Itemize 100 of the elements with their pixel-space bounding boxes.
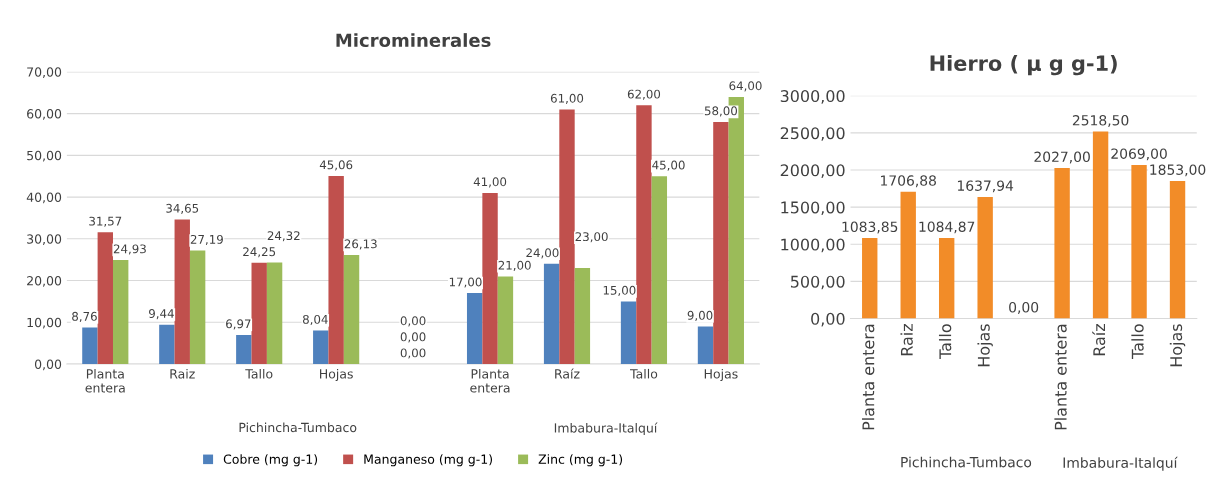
data-label: 23,00 [575,232,608,243]
legend-label: Zinc (mg g-1) [538,454,623,467]
text: Imbabura-Italquí [1063,456,1178,471]
data-label: 64,00 [729,81,762,92]
bar [313,330,329,365]
data-label: 24,93 [113,244,146,255]
text: Pichincha-Tumbaco [901,456,1032,468]
bar [636,105,652,365]
x-tick-label: Raiz [170,368,195,379]
data-label: 31,57 [89,216,122,227]
chart-title: Hierro ( µ g g-1) [930,54,1117,76]
bar [1169,180,1186,319]
y-tick-label: 2000,00 [780,164,845,178]
y-tick-label: 50,00 [27,150,62,162]
text: Imbabura-Italquí [554,422,658,436]
y-tick-label: 1500,00 [781,201,845,216]
x-tick-label: Tallo [245,368,273,379]
bar [697,326,714,365]
bar [97,232,113,365]
y-tick-label: 0,00 [811,312,845,327]
data-label: 21,00 [498,260,531,271]
bar [343,254,360,365]
data-label: 24,25 [243,247,276,258]
data-label: 24,32 [267,231,300,242]
x-tick-label: Hojas [1169,324,1186,367]
bar [497,276,514,365]
y-tick-label: 40,00 [26,192,62,204]
x-tick-label: Hojas [977,324,993,367]
y-tick-label: 0,00 [34,359,62,371]
x-tick-label: Tallo [630,368,658,379]
bar [543,263,560,365]
bar [620,301,637,365]
data-label: 1084,87 [919,221,975,234]
bar [713,121,729,365]
data-label: 45,06 [319,160,353,171]
y-tick-label: 1000,00 [781,238,845,253]
data-label: 58,00 [704,106,738,117]
data-label: 17,00 [449,277,482,288]
bar [174,219,190,365]
data-label: 26,13 [344,239,377,250]
bar [113,259,129,365]
text: Pichincha-Tumbaco [239,422,357,433]
x-tick-label: Hojas [704,368,738,381]
data-label: 41,00 [473,177,507,188]
x-tick-label: Tallo [938,324,952,359]
data-label: 8,04 [302,314,328,326]
bar [189,250,206,365]
data-label: 6,97 [226,319,251,330]
y-tick-label: 20,00 [27,276,62,287]
data-label: 24,00 [526,248,559,259]
y-tick-label: 70,00 [27,67,62,79]
bar [574,268,591,365]
y-tick-label: 2500,00 [780,127,845,141]
data-label: 2027,00 [1034,151,1090,164]
data-label: 1853,00 [1150,164,1206,177]
bar [82,327,98,365]
data-label: 2069,00 [1111,148,1167,161]
data-label: 0,00 [1009,302,1039,314]
legend-label: Manganeso (mg g-1) [364,454,493,467]
data-label: 34,65 [166,203,199,214]
bar [466,293,483,365]
bar [1054,168,1070,319]
data-label: 61,00 [550,93,584,104]
data-label: 0,00 [400,332,426,343]
data-label: 15,00 [603,285,636,296]
x-tick-label: Raíz [555,368,580,379]
x-tick-label: Raíz [1092,324,1106,356]
chart-title: Microminerales [336,33,491,48]
data-label: 0,00 [400,348,426,359]
bar [938,237,955,319]
bar [266,262,283,365]
bar [559,109,575,365]
data-label: 27,19 [190,234,223,246]
y-tick-label: 10,00 [27,317,62,329]
x-tick-label: Planta entera [1054,324,1067,430]
x-tick-label: Planta entera [862,324,875,430]
x-tick-label: Planta entera [470,368,510,393]
data-label: 1706,88 [881,175,936,188]
bar [1131,164,1147,319]
data-label: 9,00 [687,310,713,322]
data-label: 8,76 [72,311,97,323]
x-tick-label: Hojas [320,368,353,381]
data-label: 0,00 [400,316,426,327]
bar [1092,131,1109,319]
bar [251,262,267,365]
bar [900,191,916,319]
bar [651,176,668,365]
legend-label: Cobre (mg g-1) [223,454,318,467]
data-label: 45,00 [652,160,685,171]
x-tick-label: Planta entera [85,368,125,393]
bar [328,175,344,365]
y-tick-label: 30,00 [27,234,62,246]
bar [862,238,878,319]
data-label: 9,44 [149,309,174,320]
x-tick-label: Raiz [900,324,913,356]
data-label: 2518,50 [1072,115,1129,127]
bar [482,192,498,365]
data-label: 62,00 [627,89,661,100]
y-tick-label: 60,00 [27,109,62,120]
y-tick-label: 3000,00 [780,90,845,104]
